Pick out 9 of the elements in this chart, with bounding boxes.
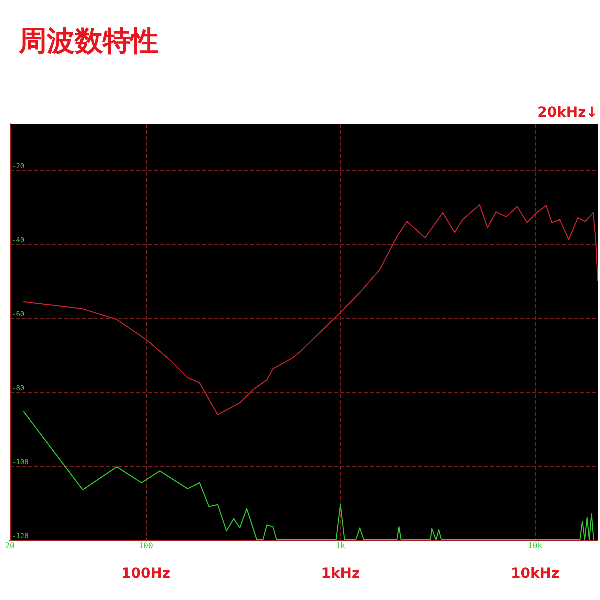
text: 1kHz bbox=[321, 566, 360, 582]
x-tick-label: 20 bbox=[5, 542, 15, 550]
x-tick-label: 10k bbox=[528, 542, 543, 550]
chart-title: 周波数特性 bbox=[18, 24, 159, 58]
x-tick-label: 100 bbox=[138, 542, 154, 550]
x-tick-label: 1k bbox=[336, 542, 346, 550]
text: 10kHz bbox=[510, 566, 560, 582]
text: 20kHz↓ bbox=[538, 105, 598, 121]
text: 100Hz bbox=[121, 566, 171, 582]
